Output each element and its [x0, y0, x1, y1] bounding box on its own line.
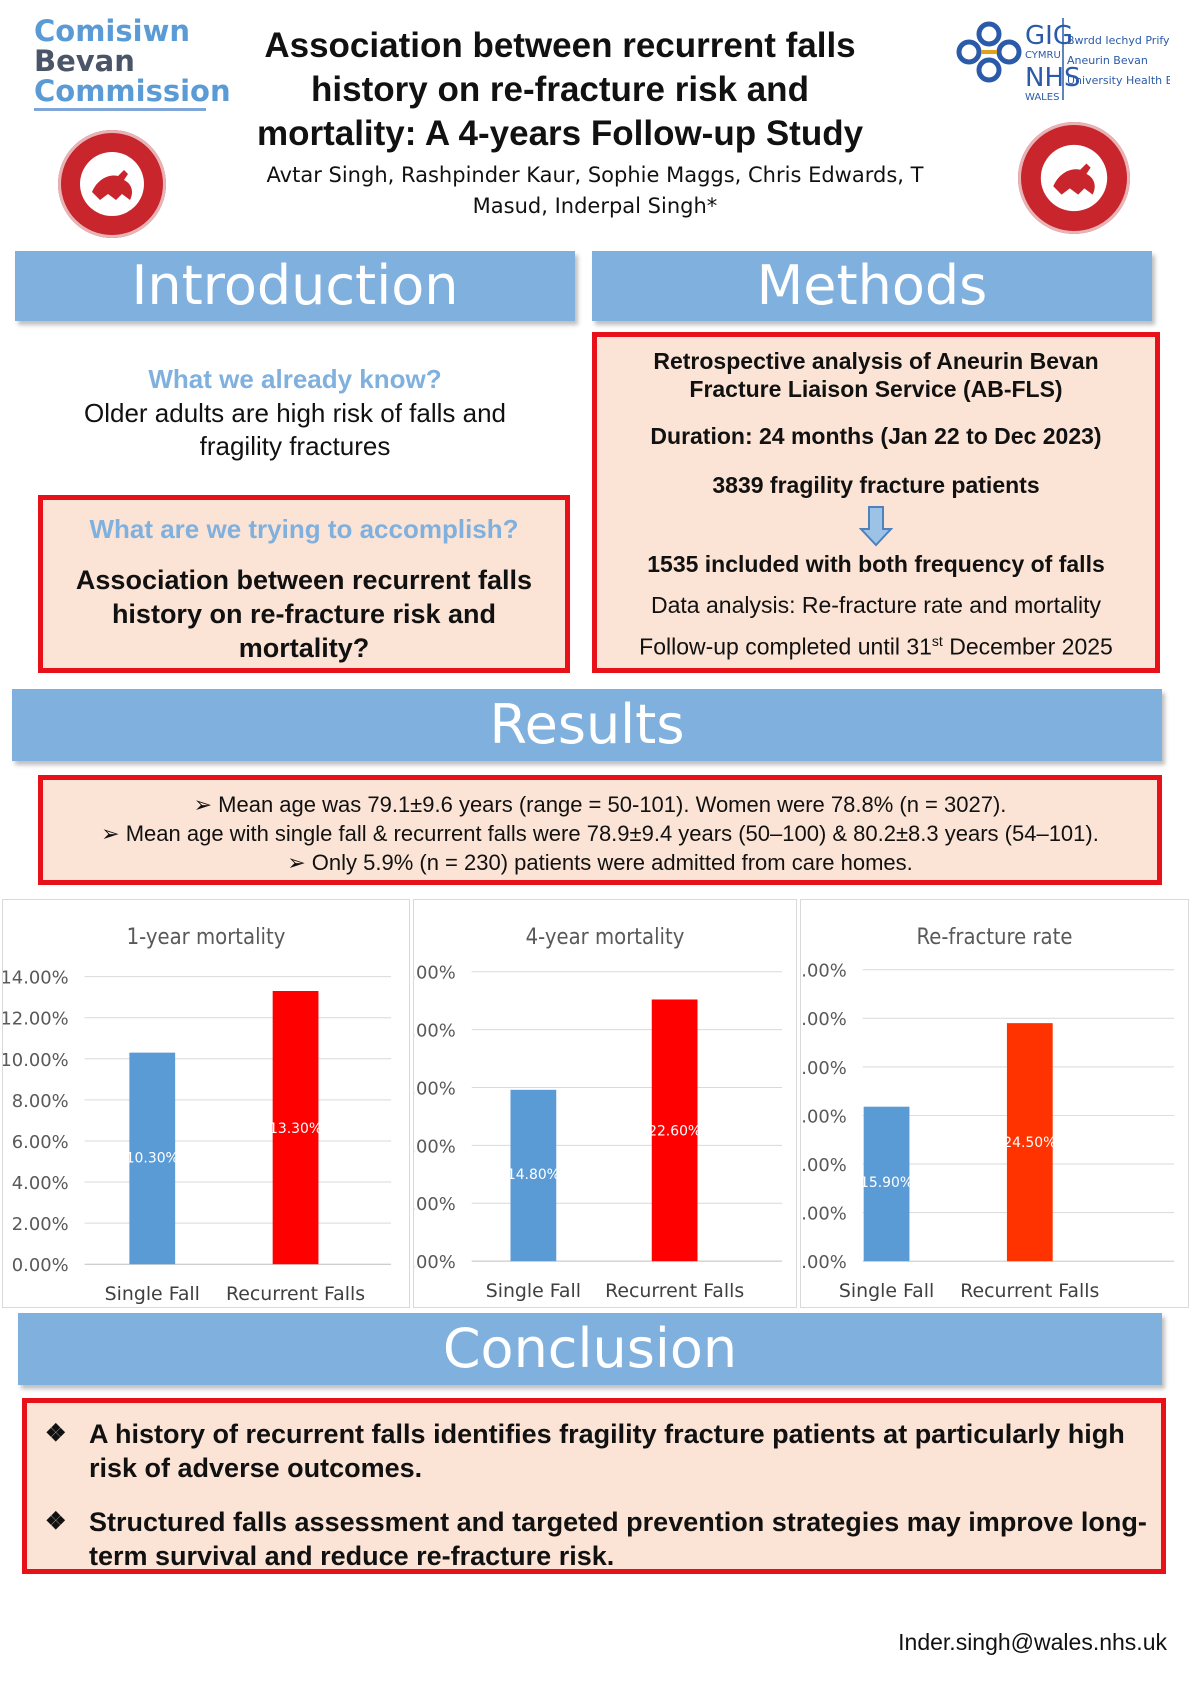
bar-single-fall	[510, 1089, 557, 1262]
y-tick-label: 4.00%	[12, 1173, 69, 1194]
y-tick-label: 30.00%	[801, 961, 847, 982]
bar-recurrent-falls	[1006, 1023, 1053, 1262]
y-tick-label: 10.00%	[801, 1155, 847, 1176]
y-tick-label: 20.00%	[414, 1021, 456, 1042]
y-tick-label: 6.00%	[12, 1132, 69, 1153]
chart-re-fracture-rate: Re-fracture rate 0.00% 5.00% 10.00% 15.00% 20…	[800, 899, 1189, 1308]
poster-title: Association between recurrent falls hist…	[256, 26, 864, 153]
bevan-commission-logo: Comisiwn Bevan Commission	[34, 14, 231, 111]
conclusion-heading: Conclusion	[18, 1313, 1162, 1385]
y-tick-label: 10.00%	[414, 1136, 456, 1157]
intro-answer-1: Older adults are high risk of falls and …	[84, 398, 506, 461]
down-arrow-icon	[597, 505, 1155, 547]
chart-4-year-mortality: 4-year mortality 0.00% 5.00% 10.00% 15.00% 20…	[413, 899, 797, 1308]
conclusion-bullet-1: ❖ A history of recurrent falls identifies…	[45, 1419, 1125, 1483]
intro-question-1: What we already know?	[148, 364, 442, 394]
nhs-logo-nhs: NHS	[1025, 63, 1081, 93]
bone-health-wales-logo	[58, 130, 166, 238]
data-label: 10.30%	[126, 1151, 179, 1167]
results-bullet-3: ➢ Only 5.9% (n = 230) patients were admi…	[287, 850, 913, 875]
x-tick-label: Single Fall	[486, 1280, 581, 1302]
methods-box: Retrospective analysis of Aneurin Bevan …	[592, 332, 1160, 673]
methods-analysis: Data analysis: Re-fracture rate and mort…	[651, 592, 1101, 618]
nhs-logo-board-line1: Bwrdd Iechyd Prifysgol	[1067, 34, 1170, 47]
methods-design: Retrospective analysis of Aneurin Bevan …	[653, 348, 1099, 402]
y-tick-label: 0.00%	[12, 1255, 69, 1276]
y-tick-label: 25.00%	[801, 1009, 847, 1030]
data-label: 14.80%	[507, 1167, 560, 1183]
intro-aim-box: What are we trying to accomplish? Associ…	[38, 495, 570, 673]
chart-title: 4-year mortality	[526, 925, 685, 950]
y-tick-label: 5.00%	[801, 1204, 847, 1225]
results-bullet-1: ➢ Mean age was 79.1±9.6 years (range = 5…	[193, 792, 1007, 817]
chart-title: Re-fracture rate	[917, 925, 1073, 950]
data-label: 15.90%	[860, 1175, 913, 1191]
y-tick-label: 0.00%	[801, 1252, 847, 1273]
methods-patients: 3839 fragility fracture patients	[712, 472, 1040, 498]
iechyd-esgyrn-logo	[1018, 122, 1130, 234]
data-label: 24.50%	[1003, 1135, 1056, 1151]
bar-single-fall	[129, 1052, 176, 1265]
y-tick-label: 20.00%	[801, 1058, 847, 1079]
results-summary-box: ➢ Mean age was 79.1±9.6 years (range = 5…	[38, 775, 1162, 885]
diamond-bullet-icon: ❖	[45, 1508, 67, 1535]
data-label: 13.30%	[269, 1121, 322, 1137]
bevan-logo-line2: Bevan	[34, 44, 135, 78]
bevan-logo-line3: Commission	[34, 74, 231, 108]
nhs-logo-cymru: CYMRU	[1025, 50, 1061, 61]
conclusion-bullet-2: ❖ Structured falls assessment and targete…	[45, 1507, 1147, 1571]
bar-recurrent-falls	[272, 991, 319, 1265]
bar-single-fall	[863, 1106, 910, 1262]
chart-title: 1-year mortality	[127, 925, 286, 950]
y-tick-label: 14.00%	[3, 968, 69, 989]
y-tick-label: 15.00%	[801, 1106, 847, 1127]
x-tick-label: Single Fall	[105, 1283, 200, 1305]
results-bullet-2: ➢ Mean age with single fall & recurrent …	[101, 821, 1099, 846]
bevan-logo-rule	[34, 108, 206, 111]
x-tick-label: Recurrent Falls	[226, 1283, 365, 1305]
methods-followup: Follow-up completed until 31st December …	[639, 633, 1113, 660]
nhs-wales-logo: GIG CYMRU NHS WALES Bwrdd Iechyd Prifysg…	[955, 6, 1191, 106]
results-heading: Results	[12, 689, 1162, 761]
bevan-logo-line1: Comisiwn	[34, 14, 191, 48]
conclusion-box: ❖ A history of recurrent falls identifies…	[22, 1398, 1166, 1574]
nhs-logo-board-line3: University Health Board	[1067, 74, 1170, 87]
y-tick-label: 8.00%	[12, 1091, 69, 1112]
nhs-logo-wales: WALES	[1025, 92, 1059, 103]
y-tick-label: 25.00%	[414, 963, 456, 984]
intro-aim-text: Association between recurrent falls hist…	[75, 565, 533, 663]
nhs-logo-board-line2: Aneurin Bevan	[1067, 54, 1148, 67]
chart-1-year-mortality-svg: 1-year mortality 0.00% 2.00% 4.00% 6.00% 8.00…	[3, 925, 392, 1305]
y-tick-label: 0.00%	[414, 1252, 456, 1273]
contact-email[interactable]: Inder.singh@wales.nhs.uk	[898, 1629, 1167, 1655]
x-tick-label: Single Fall	[839, 1280, 934, 1302]
bar-recurrent-falls	[651, 999, 698, 1262]
chart-re-fracture-rate-svg: Re-fracture rate 0.00% 5.00% 10.00% 15.00% 20…	[801, 925, 1175, 1302]
x-tick-label: Recurrent Falls	[960, 1280, 1099, 1302]
diamond-bullet-icon: ❖	[45, 1420, 67, 1447]
introduction-heading: Introduction	[15, 251, 575, 321]
data-label: 22.60%	[648, 1124, 701, 1140]
y-tick-label: 5.00%	[414, 1194, 456, 1215]
chart-1-year-mortality: 1-year mortality 0.00% 2.00% 4.00% 6.00% 8.00…	[2, 899, 410, 1308]
nhs-logo-gig: GIG	[1025, 21, 1073, 51]
x-tick-label: Recurrent Falls	[605, 1280, 744, 1302]
methods-heading: Methods	[592, 251, 1152, 321]
y-tick-label: 10.00%	[3, 1050, 69, 1071]
methods-duration: Duration: 24 months (Jan 22 to Dec 2023)	[650, 423, 1102, 449]
y-tick-label: 15.00%	[414, 1078, 456, 1099]
y-tick-label: 12.00%	[3, 1009, 69, 1030]
methods-included: 1535 included with both frequency of fal…	[647, 551, 1105, 577]
y-tick-label: 2.00%	[12, 1214, 69, 1235]
intro-question-2: What are we trying to accomplish?	[89, 514, 519, 544]
poster-authors: Avtar Singh, Rashpinder Kaur, Sophie Mag…	[266, 163, 924, 218]
chart-4-year-mortality-svg: 4-year mortality 0.00% 5.00% 10.00% 15.00% 20…	[414, 925, 783, 1302]
